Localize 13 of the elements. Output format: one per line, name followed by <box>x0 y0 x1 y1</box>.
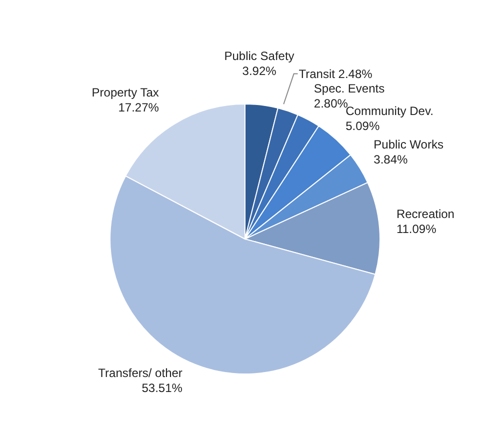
slice-label: Public Safety <box>224 49 294 64</box>
slice-label: Property Tax <box>92 86 159 100</box>
data-label: 11.09% <box>396 222 437 236</box>
slice-label: Spec. Events <box>314 81 385 96</box>
data-label: 53.51% <box>142 381 183 396</box>
data-label: 17.27% <box>118 100 160 115</box>
data-label: 3.92% <box>242 64 277 78</box>
slice-label: Recreation <box>396 206 454 221</box>
slice-label: Public Works <box>374 138 444 152</box>
slice-label: Transfers/ other <box>98 366 182 380</box>
data-label: 5.09% <box>346 118 380 133</box>
data-label: 3.84% <box>374 152 408 167</box>
slice-label: Transit 2.48% <box>298 66 373 81</box>
